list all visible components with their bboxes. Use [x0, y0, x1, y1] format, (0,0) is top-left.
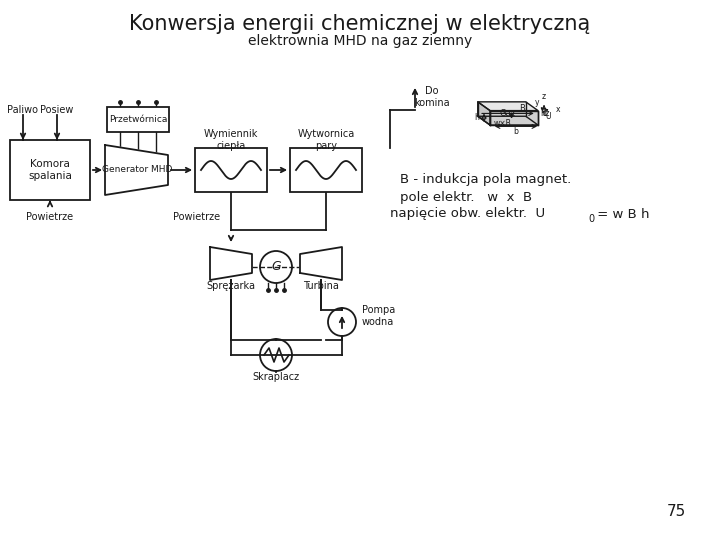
Polygon shape [300, 247, 342, 280]
Polygon shape [490, 111, 538, 125]
Polygon shape [478, 116, 538, 125]
Text: z: z [542, 92, 546, 102]
Text: B - indukcja pola magnet.: B - indukcja pola magnet. [400, 173, 571, 186]
Bar [10, 140, 90, 200]
Text: h: h [474, 113, 479, 122]
Text: pole elektr.   w  x  B: pole elektr. w x B [400, 191, 532, 204]
Bar [107, 107, 169, 132]
Polygon shape [210, 247, 252, 280]
Polygon shape [478, 102, 538, 111]
Text: = w B h: = w B h [593, 207, 649, 220]
Text: b: b [513, 127, 518, 136]
Polygon shape [478, 102, 490, 125]
Text: Turbina: Turbina [303, 281, 339, 291]
Text: B: B [520, 104, 526, 113]
Text: Powietrze: Powietrze [173, 212, 220, 222]
Text: x: x [557, 105, 561, 114]
Text: U: U [546, 112, 552, 122]
Text: Do
komina: Do komina [414, 86, 450, 108]
Text: Przetwórnica: Przetwórnica [109, 116, 167, 125]
Text: Gaz: Gaz [500, 109, 516, 118]
Text: Rz: Rz [540, 109, 549, 118]
Text: v: v [541, 109, 546, 118]
Text: Skraplacz: Skraplacz [253, 372, 300, 382]
Text: Powietrze: Powietrze [27, 212, 73, 222]
Text: 75: 75 [667, 504, 685, 519]
Text: G: G [271, 260, 281, 273]
Bar [195, 148, 267, 192]
Text: napięcie obw. elektr.  U: napięcie obw. elektr. U [390, 207, 545, 220]
Text: w×B: w×B [494, 118, 512, 127]
Text: Wytwornica
pary: Wytwornica pary [297, 129, 355, 151]
Text: elektrownia MHD na gaz ziemny: elektrownia MHD na gaz ziemny [248, 34, 472, 48]
Text: Posiew: Posiew [40, 105, 73, 115]
Polygon shape [105, 145, 168, 195]
Text: Konwersja energii chemicznej w elektryczną: Konwersja energii chemicznej w elektrycz… [130, 14, 590, 34]
Text: 0: 0 [588, 214, 594, 224]
Text: y: y [535, 98, 539, 107]
Text: Generator MHD: Generator MHD [102, 165, 172, 174]
Text: Paliwo: Paliwo [7, 105, 38, 115]
Text: Wymiennik
ciepła: Wymiennik ciepła [204, 129, 258, 151]
Bar [290, 148, 362, 192]
Text: Sprężarka: Sprężarka [207, 281, 256, 291]
Text: Komora
spalania: Komora spalania [28, 159, 72, 181]
Text: Pompa
wodna: Pompa wodna [362, 305, 395, 327]
